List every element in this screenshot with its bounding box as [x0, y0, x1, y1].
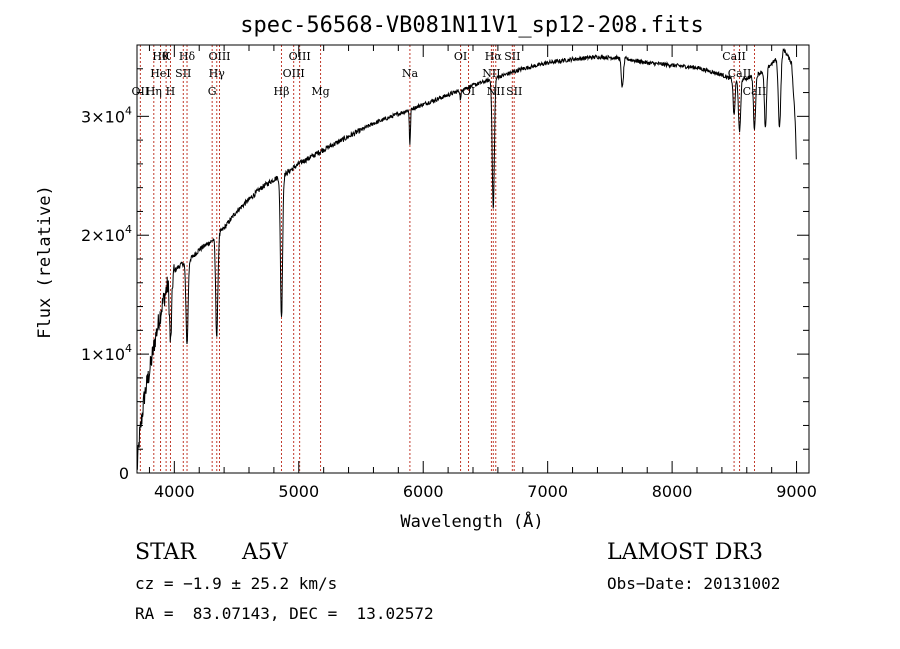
- y-tick-exponent: 4: [125, 104, 132, 117]
- x-tick-label: 6000: [403, 482, 444, 501]
- spectrum-line: [136, 47, 797, 470]
- y-tick-exponent: 4: [125, 223, 132, 236]
- x-axis-label: Wavelength (Å): [400, 510, 543, 532]
- y-axis-ticks: 01×10 42×10 43×10 4: [81, 68, 809, 483]
- redshift-velocity: cz = −1.9 ± 25.2 km/s: [135, 574, 338, 593]
- object-class: STAR: [135, 540, 196, 565]
- y-tick-label: 3×10: [81, 107, 125, 126]
- line-marker-label: SII: [506, 85, 522, 98]
- y-tick-label: 1×10: [81, 345, 125, 364]
- y-tick-label: 0: [119, 464, 129, 483]
- line-marker-group: [139, 45, 755, 473]
- line-marker-label: Hβ: [274, 85, 290, 98]
- observation-date: Obs−Date: 20131002: [607, 574, 781, 593]
- line-marker-label: NII: [482, 67, 500, 80]
- line-marker-label: H: [166, 85, 176, 98]
- y-axis-label: Flux (relative): [35, 185, 55, 339]
- line-marker-label: SII: [504, 50, 520, 63]
- line-marker-label: CaII: [743, 85, 767, 98]
- y-tick-exponent: 4: [125, 342, 132, 355]
- line-marker-label: K: [162, 50, 171, 63]
- plot-frame: [136, 44, 810, 474]
- y-tick-label: 2×10: [81, 226, 125, 245]
- line-marker-label: CaII: [728, 67, 752, 80]
- line-marker-label: G: [208, 85, 217, 98]
- line-marker-label: SII: [175, 67, 191, 80]
- line-marker-label: Hα: [485, 50, 503, 63]
- x-tick-label: 7000: [527, 482, 568, 501]
- line-marker-label: OIII: [283, 67, 305, 80]
- line-marker-label: Hη: [146, 85, 162, 98]
- line-marker-label: Hθ: [152, 50, 169, 63]
- line-marker-label: HeI: [150, 67, 170, 80]
- x-tick-label: 4000: [154, 482, 195, 501]
- line-marker-label: OI: [454, 50, 467, 63]
- line-marker-label: Na: [402, 67, 419, 80]
- line-marker-label: OII: [132, 85, 150, 98]
- x-tick-label: 9000: [776, 482, 817, 501]
- object-subclass: A5V: [242, 540, 288, 565]
- x-axis-ticks: 4000 5000 6000 7000 8000 9000: [148, 45, 817, 501]
- x-tick-label: 8000: [652, 482, 693, 501]
- x-tick-label: 5000: [278, 482, 319, 501]
- line-marker-label: Hγ: [209, 67, 226, 80]
- line-marker-label: OIII: [208, 50, 230, 63]
- line-marker-label: CaII: [722, 50, 746, 63]
- line-marker-label: Mg: [311, 85, 329, 98]
- line-marker-label: OIII: [289, 50, 311, 63]
- survey-name: LAMOST DR3: [607, 540, 763, 565]
- line-marker-label: Hδ: [179, 50, 196, 63]
- sky-coordinates: RA = 83.07143, DEC = 13.02572: [135, 604, 434, 623]
- chart-title: spec-56568-VB081N11V1_sp12-208.fits: [240, 13, 704, 38]
